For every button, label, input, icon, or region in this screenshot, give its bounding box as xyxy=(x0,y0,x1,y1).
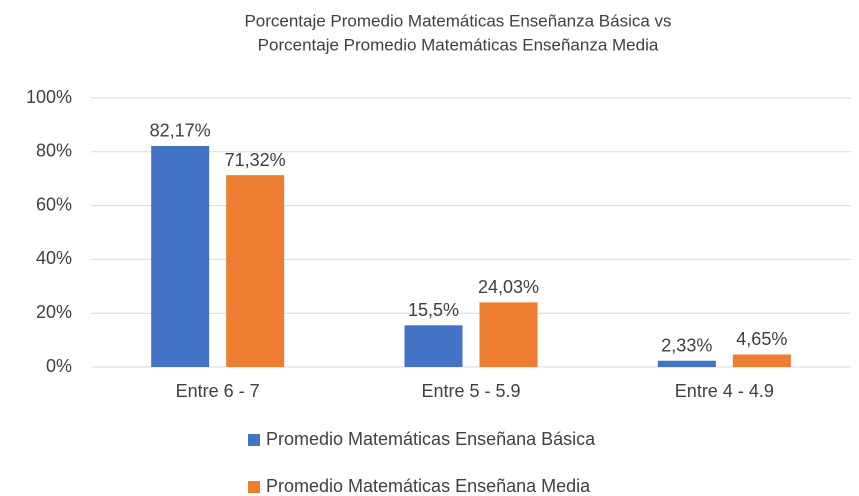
legend-swatch xyxy=(248,434,260,446)
y-tick-label: 80% xyxy=(36,141,72,161)
y-tick-label: 0% xyxy=(46,356,72,376)
bar xyxy=(479,302,538,367)
legend-label: Promedio Matemáticas Enseñana Media xyxy=(266,476,591,496)
y-tick-label: 40% xyxy=(36,248,72,268)
chart-title: Porcentaje Promedio Matemáticas Enseñanz… xyxy=(244,11,671,30)
y-tick-label: 60% xyxy=(36,194,72,214)
x-tick-label: Entre 4 - 4.9 xyxy=(675,381,774,401)
bar xyxy=(657,360,716,367)
data-label: 2,33% xyxy=(661,335,712,355)
x-tick-label: Entre 6 - 7 xyxy=(176,381,260,401)
data-label: 82,17% xyxy=(150,121,211,141)
y-tick-label: 100% xyxy=(26,87,72,107)
bar xyxy=(226,175,285,367)
bar xyxy=(404,325,463,367)
chart-title: Porcentaje Promedio Matemáticas Enseñanz… xyxy=(258,35,659,54)
data-label: 24,03% xyxy=(478,277,539,297)
legend-label: Promedio Matemáticas Enseñana Básica xyxy=(266,429,596,449)
bar xyxy=(151,145,210,367)
y-tick-label: 20% xyxy=(36,302,72,322)
data-label: 71,32% xyxy=(225,150,286,170)
bar xyxy=(732,354,791,367)
legend-swatch xyxy=(248,481,260,493)
data-label: 15,5% xyxy=(408,300,459,320)
x-tick-label: Entre 5 - 5.9 xyxy=(421,381,520,401)
data-label: 4,65% xyxy=(736,329,787,349)
